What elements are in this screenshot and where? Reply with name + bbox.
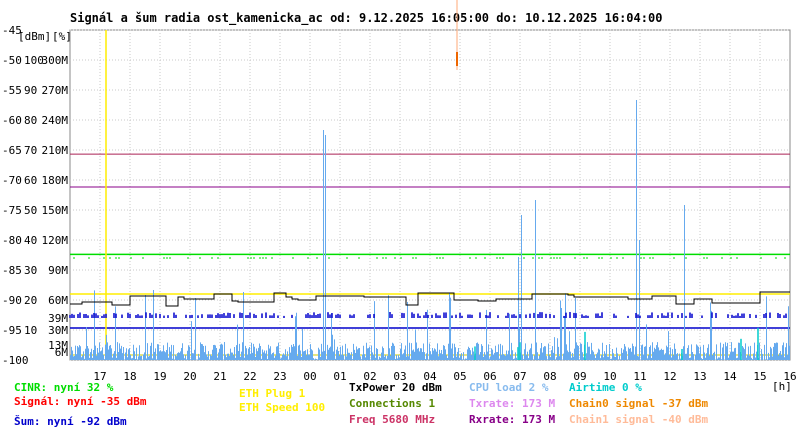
- plot-area: -45-50-55-60-65-70-75-80-85-90-95-100100…: [2, 0, 797, 383]
- y-tick-rate: 90M: [48, 264, 68, 277]
- legend-signal: Signál: nyní -35 dBm: [14, 395, 147, 408]
- y-tick-low: 13M: [48, 339, 68, 352]
- legend-col-4: CPU load 2 % Txrate: 173 M Rxrate: 173 M: [469, 381, 555, 426]
- x-tick: 16: [783, 370, 796, 383]
- legend-airtime: Airtime 0 %: [569, 381, 642, 394]
- x-tick: 02: [363, 370, 376, 383]
- x-tick: 05: [453, 370, 466, 383]
- legend-chain1: Chain1 signal -40 dBm: [569, 413, 709, 426]
- legend-col-3: TxPower 20 dBm Connections 1 Freq 5680 M…: [349, 381, 442, 426]
- y-tick-pct: 80: [24, 114, 37, 127]
- y-tick-rate: 120M: [42, 234, 69, 247]
- legend-rxrate: Rxrate: 173 M: [469, 413, 556, 426]
- chart-title: Signál a šum radia ost_kamenicka_ac od: …: [70, 11, 662, 26]
- y-tick-rate: 300M: [42, 54, 69, 67]
- y-tick-dbm: -95: [2, 324, 22, 337]
- y-tick-low: 6M: [55, 346, 69, 359]
- y-tick-dbm: -45: [2, 24, 22, 37]
- x-tick: 10: [603, 370, 616, 383]
- y-tick-pct: 20: [24, 294, 37, 307]
- y-tick-pct: 90: [24, 84, 37, 97]
- x-tick: 14: [723, 370, 737, 383]
- legend-eth-plug: ETH Plug 1: [239, 387, 306, 400]
- x-tick: 17: [93, 370, 106, 383]
- legend-connections: Connections 1: [349, 397, 436, 410]
- txpower-line: [70, 291, 790, 307]
- y-tick-pct: 70: [24, 144, 37, 157]
- x-tick: 13: [693, 370, 706, 383]
- legend-col-2: ETH Plug 1 ETH Speed 100: [239, 387, 325, 414]
- y-tick-dbm: -80: [2, 234, 22, 247]
- y-tick-rate: 240M: [42, 114, 69, 127]
- y-tick-rate: 30M: [48, 324, 68, 337]
- y-unit-dbm: [dBm]: [18, 30, 51, 43]
- y-tick-dbm: -65: [2, 144, 22, 157]
- x-tick: 11: [633, 370, 646, 383]
- legend-col-1: CINR: nyní 32 % Signál: nyní -35 dBm Šum…: [14, 381, 146, 428]
- y-tick-rate: 270M: [42, 84, 69, 97]
- x-tick: 12: [663, 370, 676, 383]
- x-tick: 04: [423, 370, 437, 383]
- y-tick-low: 39M: [48, 312, 68, 325]
- x-tick: 09: [573, 370, 586, 383]
- y-tick-pct: 100: [24, 54, 44, 67]
- x-tick: 15: [753, 370, 766, 383]
- x-tick: 23: [273, 370, 286, 383]
- legend-txpower: TxPower 20 dBm: [349, 381, 442, 394]
- y-tick-dbm: -75: [2, 204, 22, 217]
- x-tick: 01: [333, 370, 346, 383]
- y-tick-pct: 30: [24, 264, 37, 277]
- legend-txrate: Txrate: 173 M: [469, 397, 556, 410]
- x-tick: 21: [213, 370, 226, 383]
- x-tick: 20: [183, 370, 196, 383]
- x-tick: 03: [393, 370, 406, 383]
- y-tick-pct: 50: [24, 204, 37, 217]
- x-tick: 08: [543, 370, 556, 383]
- legend-noise: Šum: nyní -92 dBm: [14, 415, 127, 428]
- y-tick-dbm: -50: [2, 54, 22, 67]
- y-tick-dbm: -90: [2, 294, 22, 307]
- x-tick: 19: [153, 370, 166, 383]
- legend-freq: Freq 5680 MHz: [349, 413, 436, 426]
- y-tick-dbm: -60: [2, 114, 22, 127]
- y-tick-dbm: -70: [2, 174, 22, 187]
- y-tick-rate: 60M: [48, 294, 68, 307]
- legend-chain0: Chain0 signal -37 dBm: [569, 397, 709, 410]
- y-tick-pct: 60: [24, 174, 37, 187]
- y-tick-rate: 210M: [42, 144, 69, 157]
- y-unit-pct: [%]: [52, 30, 72, 43]
- legend-eth-speed: ETH Speed 100: [239, 401, 326, 414]
- x-tick: 22: [243, 370, 256, 383]
- y-tick-rate: 150M: [42, 204, 69, 217]
- y-tick-dbm: -85: [2, 264, 22, 277]
- y-tick-dbm: -55: [2, 84, 22, 97]
- legend-col-5: Airtime 0 % Chain0 signal -37 dBm Chain1…: [569, 381, 708, 426]
- x-tick: 06: [483, 370, 496, 383]
- x-tick: 18: [123, 370, 136, 383]
- y-tick-pct: 10: [24, 324, 37, 337]
- x-tick: 00: [303, 370, 316, 383]
- y-tick-rate: 180M: [42, 174, 69, 187]
- legend-cpu-load: CPU load 2 %: [469, 381, 549, 394]
- x-tick: 07: [513, 370, 526, 383]
- legend-cinr: CINR: nyní 32 %: [14, 381, 114, 394]
- x-unit: [h]: [772, 380, 792, 393]
- y-tick-dbm: -100: [2, 354, 29, 367]
- y-tick-pct: 40: [24, 234, 37, 247]
